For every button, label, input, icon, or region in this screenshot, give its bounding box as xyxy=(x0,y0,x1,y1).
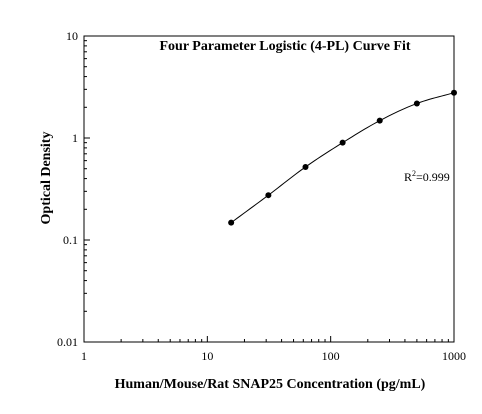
r-squared-prefix: R xyxy=(404,170,412,184)
x-tick-label: 1 xyxy=(81,349,87,363)
x-axis-label: Human/Mouse/Rat SNAP25 Concentration (pg… xyxy=(115,377,426,392)
r-squared-value: =0.999 xyxy=(416,170,450,184)
x-tick-label: 100 xyxy=(322,349,340,363)
data-point xyxy=(339,139,346,146)
axes: 1 10 100 1000 0.01 0.1 1 10 xyxy=(57,29,466,363)
data-points xyxy=(228,89,457,226)
data-point xyxy=(302,163,309,170)
data-point xyxy=(376,117,383,124)
data-point xyxy=(413,100,420,107)
data-point xyxy=(265,192,272,199)
data-point xyxy=(451,89,457,96)
y-tick-label: 10 xyxy=(66,29,78,43)
r-squared-annotation: R2=0.999 xyxy=(404,169,450,184)
y-tick-label: 1 xyxy=(72,131,78,145)
y-tick-label: 0.01 xyxy=(57,335,78,349)
data-point xyxy=(228,219,235,226)
x-tick-label: 10 xyxy=(201,349,213,363)
chart-title: Four Parameter Logistic (4-PL) Curve Fit xyxy=(159,39,410,54)
y-tick-label: 0.1 xyxy=(63,233,78,247)
x-tick-label: 1000 xyxy=(442,349,466,363)
r-squared-superscript: 2 xyxy=(412,169,416,178)
y-axis-label: Optical Density xyxy=(39,132,54,225)
plot-frame xyxy=(83,35,455,343)
